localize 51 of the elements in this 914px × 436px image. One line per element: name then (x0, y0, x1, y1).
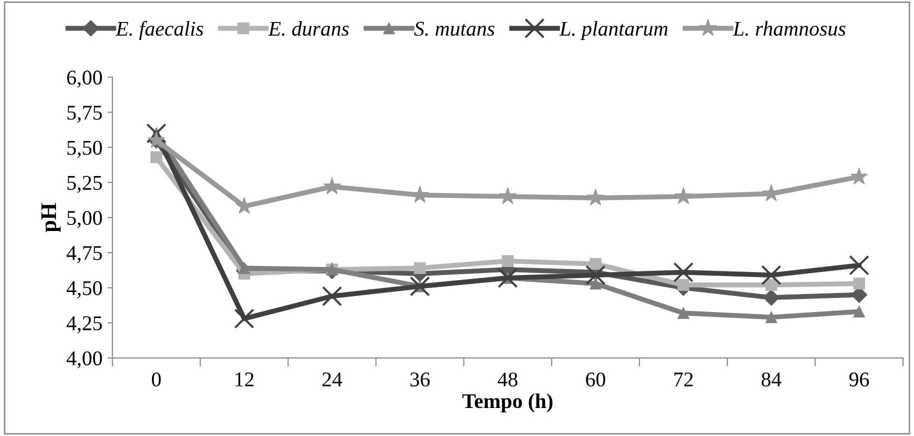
x-tick-label: 0 (152, 372, 161, 387)
point (765, 279, 778, 291)
point (673, 262, 694, 282)
point (763, 289, 780, 306)
point (586, 188, 605, 206)
point (498, 268, 518, 288)
point (765, 311, 778, 324)
point (150, 151, 162, 164)
x-axis-title: Tempo (h) (462, 394, 552, 412)
x-tick-label: 96 (849, 372, 869, 387)
legend-label: L. plantarum (559, 21, 668, 40)
point (853, 306, 866, 318)
y-tick-label: 5,25 (67, 176, 102, 193)
x-tick-label: 12 (236, 372, 254, 386)
point (850, 167, 868, 185)
point (498, 187, 517, 204)
y-tick-label: 5,75 (67, 106, 102, 123)
point (322, 286, 342, 306)
point (586, 265, 606, 286)
point (849, 255, 870, 276)
legend-label: E. durans (268, 21, 349, 36)
point (590, 258, 602, 270)
point (678, 307, 690, 319)
point (853, 278, 866, 290)
x-tick-label: 72 (674, 372, 693, 386)
y-tick-label: 4,75 (66, 246, 102, 264)
y-tick-label: 5,00 (67, 210, 102, 228)
y-tick-label: 4,25 (66, 316, 102, 334)
point (761, 265, 782, 286)
x-tick-label: 48 (498, 372, 518, 387)
y-axis-title: pH (41, 203, 61, 232)
y-tick-label: 5,50 (67, 140, 102, 158)
x-tick-label: 60 (586, 372, 606, 387)
point (414, 262, 426, 274)
point (323, 177, 341, 194)
y-tick-label: 4,00 (66, 351, 102, 368)
y-tick-label: 4,50 (66, 281, 102, 298)
point (674, 187, 692, 204)
point (238, 262, 250, 274)
x-tick-label: 24 (322, 372, 342, 386)
legend-label: L. rhamnosus (732, 21, 846, 36)
point (502, 255, 514, 267)
y-tick-label: 6,00 (67, 70, 102, 88)
point (234, 308, 254, 329)
x-tick-label: 36 (410, 372, 430, 387)
legend-label: S. mutans (414, 22, 494, 36)
x-tick-label: 84 (762, 372, 782, 387)
point (590, 278, 602, 290)
point (678, 279, 690, 291)
legend-label: E. faecalis (116, 20, 204, 40)
point (410, 276, 430, 296)
